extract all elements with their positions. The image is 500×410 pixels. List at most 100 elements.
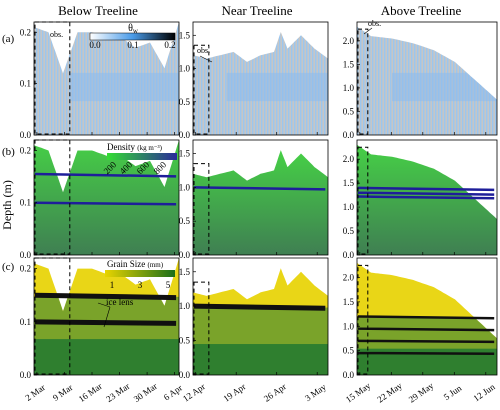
y-tick-label: 1.0 <box>343 83 355 93</box>
ice-lens-line <box>357 315 495 320</box>
x-tick-label: 6 Apr <box>162 383 184 403</box>
grain-lower-layer <box>193 344 328 375</box>
ice-lens-line <box>357 186 495 192</box>
legend-grain-tick: 5 <box>166 280 171 290</box>
y-tick-label: 0.0 <box>343 370 355 380</box>
legend-theta: θw 0.0 0.1 0.2 <box>89 23 175 50</box>
x-tick-label: 26 Apr <box>262 381 288 403</box>
row-label-c: (c) <box>2 261 15 273</box>
legend-grain-title: Grain Size (mm) <box>107 259 164 269</box>
obs-label-a-below: obs. <box>50 30 63 39</box>
obs-label-a-near: obs. <box>197 46 210 55</box>
y-tick-label: 1.0 <box>343 202 355 212</box>
y-tick-label: 0.5 <box>179 336 191 346</box>
panel-frame <box>33 21 180 136</box>
obs-dashed-box <box>357 146 369 255</box>
y-tick-label: 2.0 <box>343 273 355 283</box>
obs-pointer-a-above <box>363 27 373 35</box>
obs-pointer-a-near <box>199 55 213 63</box>
legend-theta-tick: 0.2 <box>164 40 175 50</box>
ice-lens-line <box>357 191 495 196</box>
panel-a-above: 0.0 0.5 1.0 1.5 2.0 <box>343 21 498 140</box>
legend-grain-tick: 3 <box>138 280 143 290</box>
obs-dashed-box <box>34 139 71 255</box>
ice-lens-line <box>34 292 177 301</box>
ice-lens-line <box>357 195 495 200</box>
x-tick-label: 15 May <box>344 380 373 404</box>
ice-lens-pointer-2 <box>103 306 111 328</box>
legend-density: Density (kg m⁻³) 200 400 600 800 <box>102 142 177 176</box>
y-tick-label: 1.5 <box>179 149 191 159</box>
x-tick-label: 12 Jun <box>471 381 497 403</box>
y-tick-label: 1.0 <box>179 301 191 311</box>
ice-lens-line <box>357 339 495 344</box>
y-tick-label: 0.2 <box>20 264 31 274</box>
panel-b-near: 0.0 0.5 1.0 1.5 <box>179 139 329 260</box>
y-axis-label: Depth (m) <box>0 180 14 230</box>
wet-snow-band <box>392 72 497 102</box>
x-tick-label: 23 Mar <box>104 381 131 404</box>
y-tick-label: 0.0 <box>179 250 191 260</box>
y-tick-label: 1.0 <box>179 182 191 192</box>
wet-snow-band <box>70 72 179 102</box>
y-tick-label: 1.5 <box>343 178 355 188</box>
column-title-near: Near Treeline <box>221 3 292 18</box>
y-tick-label: 1.5 <box>343 297 355 307</box>
panel-c-near: 0.0 0.5 1.0 1.5 12 Apr 19 Apr 26 Apr 3 May <box>179 257 329 404</box>
x-tick-label: 3 May <box>303 381 328 403</box>
y-tick-label: 0.5 <box>343 106 355 116</box>
panels-group: 0.00.10.20.00.51.01.50.00.51.01.52.00.00… <box>20 21 498 405</box>
x-tick-label: 12 Apr <box>181 381 207 403</box>
panel-frame <box>356 257 498 376</box>
y-tick-label: 0.5 <box>343 346 355 356</box>
obs-dashed-box <box>193 44 210 135</box>
panel-b-above: 0.0 0.5 1.0 1.5 2.0 <box>343 139 498 260</box>
ice-lens-line <box>357 327 495 332</box>
legend-theta-tick: 0.1 <box>127 40 138 50</box>
y-tick-label: 1.5 <box>343 59 355 69</box>
y-tick-label: 0.0 <box>179 130 191 140</box>
y-tick-label: 1.0 <box>343 321 355 331</box>
x-tick-label: 16 Mar <box>77 381 104 404</box>
panel-b-below: 0.0 0.1 0.2 <box>20 139 180 260</box>
y-tick-label: 0.0 <box>20 370 32 380</box>
panel-frame <box>33 257 180 376</box>
y-tick-label: 0.0 <box>343 130 355 140</box>
y-tick-label: 0.1 <box>20 79 31 89</box>
y-tick-label: 2.0 <box>343 36 355 46</box>
obs-dashed-box <box>34 257 71 375</box>
y-tick-label: 0.1 <box>20 198 31 208</box>
y-tick-label: 0.0 <box>343 250 355 260</box>
x-tick-label: 5 Jun <box>442 383 464 403</box>
ice-lens-line <box>193 186 326 191</box>
grain-lower-layer <box>34 339 179 375</box>
snowpack-area <box>357 144 497 255</box>
y-tick-label: 0.0 <box>20 130 32 140</box>
legend-density-colorbar <box>107 153 177 160</box>
x-tick-label: 30 Mar <box>132 381 159 404</box>
x-tick-label: 2 Mar <box>23 382 47 403</box>
ice-lens-label: ice lens <box>106 297 134 307</box>
legend-theta-colorbar <box>89 32 176 41</box>
x-tick-label: 22 May <box>375 380 404 404</box>
row-label-b: (b) <box>2 146 15 158</box>
y-tick-label: 0.0 <box>20 250 32 260</box>
obs-dashed-box <box>357 28 369 135</box>
y-tick-label: 2.0 <box>343 154 355 164</box>
column-title-above: Above Treeline <box>381 3 462 18</box>
y-tick-label: 1.5 <box>179 30 191 40</box>
panel-frame <box>356 139 498 256</box>
y-tick-label: 0.5 <box>343 226 355 236</box>
obs-dashed-box <box>193 281 210 375</box>
panel-frame <box>33 139 180 256</box>
legend-grain-colorbar <box>105 270 175 277</box>
obs-label-a-above: obs. <box>368 19 381 28</box>
ice-lens-line <box>357 351 495 355</box>
legend-density-title: Density (kg m⁻³) <box>107 142 163 152</box>
y-tick-label: 1.5 <box>179 267 191 277</box>
wet-snow-band <box>226 72 328 102</box>
panel-frame <box>192 139 329 256</box>
x-tick-label: 9 Mar <box>51 382 75 403</box>
y-tick-label: 0.1 <box>20 317 31 327</box>
